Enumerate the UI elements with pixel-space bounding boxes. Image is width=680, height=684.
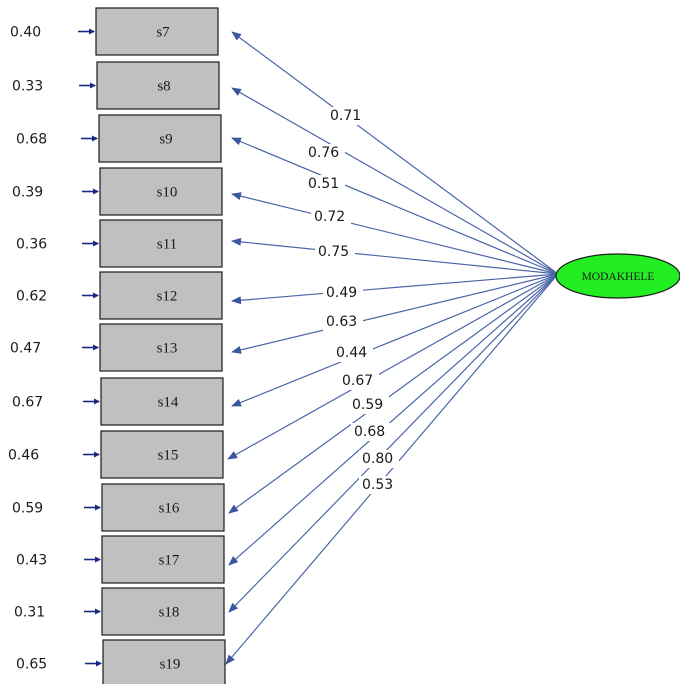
indicator-label: s8: [157, 79, 170, 95]
indicator-box-s9: [98, 114, 222, 163]
indicator-box-s8: [96, 61, 220, 110]
indicator-label: s17: [159, 553, 180, 569]
error-variance-label: 0.39: [12, 185, 43, 201]
loading-label-bg: [323, 313, 363, 331]
loading-label-bg: [323, 284, 363, 302]
loading-label: 0.44: [336, 345, 367, 361]
error-variance-label: 0.33: [12, 79, 43, 95]
indicator-label: s16: [159, 501, 180, 517]
indicator-box-s12: [99, 271, 223, 320]
latent-label: MODAKHELE: [582, 271, 655, 283]
indicator-label: s19: [160, 657, 181, 673]
loading-arrow: [231, 31, 559, 275]
loading-label-bg: [305, 144, 345, 162]
indicator-box-s14: [100, 377, 224, 426]
indicator-box-s18: [101, 587, 225, 636]
indicator-label: s7: [156, 25, 170, 41]
loading-label-bg: [315, 243, 355, 261]
loading-label: 0.71: [330, 108, 361, 124]
loading-label: 0.51: [308, 176, 339, 192]
indicator-box-s7: [95, 7, 219, 56]
loading-arrow: [231, 87, 559, 275]
loading-label-bg: [311, 208, 351, 226]
indicator-label: s18: [159, 605, 180, 621]
loading-label: 0.72: [314, 209, 345, 225]
loading-arrow: [231, 273, 559, 305]
latent-factor: MODAKHELE: [555, 253, 680, 299]
loading-label: 0.59: [352, 397, 383, 413]
indicator-label: s15: [158, 448, 179, 464]
loading-arrow: [231, 192, 559, 275]
indicator-label: s12: [157, 289, 178, 305]
loading-arrow: [231, 137, 559, 275]
error-variance-label: 0.31: [14, 605, 45, 621]
loading-label: 0.53: [362, 477, 393, 493]
indicator-box-s10: [99, 167, 223, 216]
loading-arrow: [228, 273, 559, 566]
error-variance-label: 0.46: [8, 448, 39, 464]
loading-arrow: [231, 237, 559, 275]
loading-arrow: [227, 273, 559, 460]
error-variance-label: 0.36: [16, 237, 47, 253]
loading-label: 0.67: [342, 373, 373, 389]
indicator-label: s9: [159, 132, 172, 148]
error-variance-label: 0.65: [16, 657, 47, 673]
loading-arrow: [228, 273, 559, 514]
loading-label-bg: [339, 372, 379, 390]
indicator-label: s11: [157, 237, 177, 253]
loading-arrow: [228, 273, 559, 613]
loading-label: 0.68: [354, 424, 385, 440]
loading-label-bg: [327, 107, 367, 125]
loading-label-bg: [359, 476, 399, 494]
indicator-box-s13: [99, 323, 223, 372]
error-variance-label: 0.59: [12, 501, 43, 517]
loading-arrow: [231, 273, 559, 407]
path-lines: [225, 31, 559, 665]
loading-label-bg: [359, 450, 399, 468]
error-variance-label: 0.67: [12, 395, 43, 411]
loading-arrow: [225, 273, 559, 665]
error-terms: 0.40 0.33 0.68 0.39 0.36 0.62 0.47 0.67 0.46 0.59…: [8, 25, 102, 673]
loading-label: 0.80: [362, 451, 393, 467]
error-variance-label: 0.62: [16, 289, 47, 305]
loading-label-bg: [333, 344, 373, 362]
indicator-boxes: s7 s8 s9 s10 s11 s12 s13 s14 s15 s16 s17 s18 s19: [95, 7, 226, 684]
latent-ellipse: [555, 253, 680, 299]
indicator-box-s19: [102, 639, 226, 684]
loading-label: 0.63: [326, 314, 357, 330]
error-variance-label: 0.40: [10, 25, 41, 41]
loading-labels: 0.71 0.76 0.51 0.72 0.75 0.49 0.63 0.44 0.67 0.59…: [305, 107, 399, 494]
loading-arrow: [231, 273, 559, 354]
indicator-label: s13: [157, 341, 178, 357]
loading-label: 0.76: [308, 145, 339, 161]
indicator-label: s10: [157, 185, 178, 201]
indicator-box-s11: [99, 219, 223, 268]
loading-label: 0.49: [326, 285, 357, 301]
loading-label-bg: [349, 396, 389, 414]
indicator-box-s17: [101, 535, 225, 584]
indicator-label: s14: [158, 395, 179, 411]
indicator-box-s16: [101, 483, 225, 532]
error-variance-label: 0.43: [16, 553, 47, 569]
indicator-box-s15: [100, 430, 224, 479]
loading-label: 0.75: [318, 244, 349, 260]
loading-label-bg: [351, 423, 391, 441]
error-variance-label: 0.47: [10, 341, 41, 357]
error-variance-label: 0.68: [16, 132, 47, 148]
loading-label-bg: [305, 175, 345, 193]
